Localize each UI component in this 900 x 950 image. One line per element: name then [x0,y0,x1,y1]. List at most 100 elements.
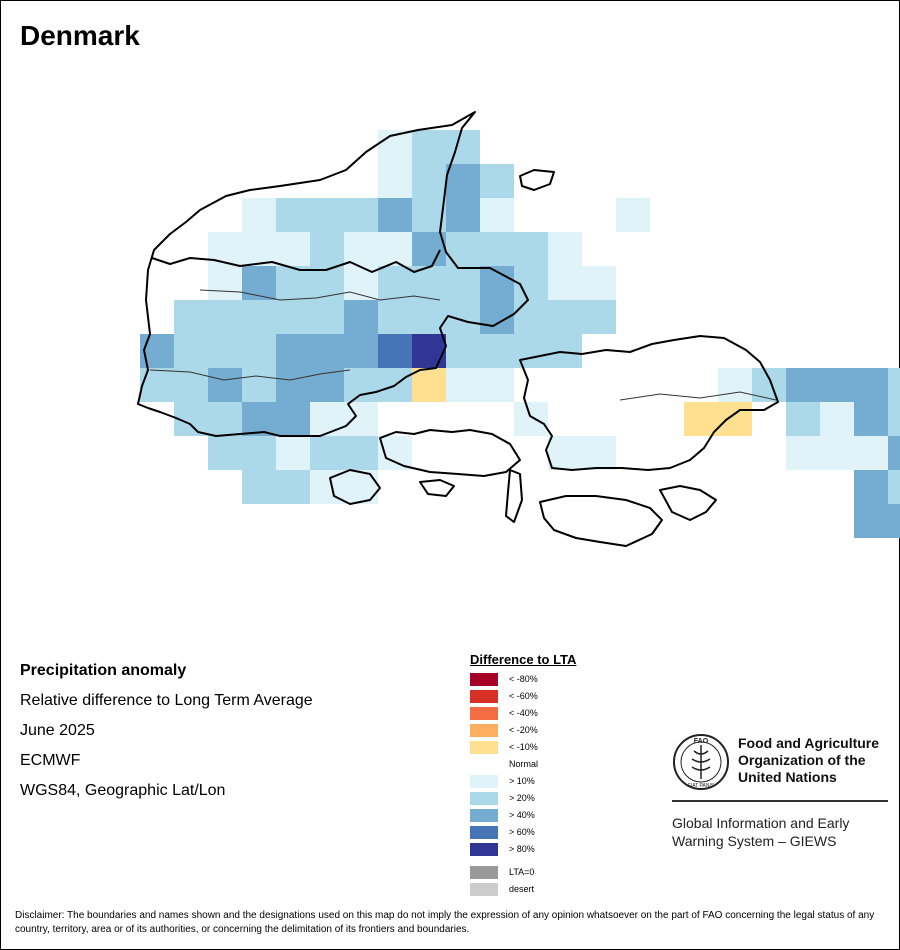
anomaly-cell [310,402,344,436]
anomaly-map [137,111,900,547]
anomaly-grid [140,130,900,538]
legend-item: > 10% [470,773,576,790]
legend-title: Difference to LTA [470,652,577,667]
anomaly-cell [242,198,276,232]
anomaly-cell [786,436,820,470]
fao-logo: FAO FIAT PANIS [673,734,729,790]
anomaly-cell [446,232,480,266]
legend-item: < -20% [470,722,576,739]
anomaly-cell [854,402,888,436]
map-projection: WGS84, Geographic Lat/Lon [20,782,226,799]
legend-swatch [470,843,498,856]
legend-label: < -40% [509,708,538,718]
anomaly-cell [718,402,752,436]
legend-item: < -60% [470,688,576,705]
anomaly-cell [786,368,820,402]
anomaly-cell [242,436,276,470]
legend-label: > 20% [509,793,535,803]
anomaly-cell [888,402,900,436]
anomaly-cell [174,334,208,368]
anomaly-cell [242,402,276,436]
anomaly-cell [514,402,548,436]
anomaly-cell [412,368,446,402]
anomaly-cell [242,266,276,300]
legend-label: > 10% [509,776,535,786]
legend-item: < -40% [470,705,576,722]
fao-name-line1: Food and Agriculture [738,735,880,751]
legend-swatch [470,809,498,822]
legend-swatch [470,673,498,686]
legend-label: Normal [509,759,539,769]
zealand-coastline [519,335,779,471]
anomaly-cell [854,436,888,470]
giews-line1: Global Information and Early [672,815,850,831]
fao-name-line2: Organization of the [738,752,866,768]
anomaly-cell [276,300,310,334]
langeland-coastline [505,469,523,523]
legend-item: > 80% [470,841,576,858]
anomaly-cell [276,198,310,232]
anomaly-cell [276,334,310,368]
anomaly-cell [548,334,582,368]
anomaly-cell [378,300,412,334]
fao-divider [672,800,888,802]
anomaly-cell [242,368,276,402]
limfjord [151,249,441,273]
anomaly-cell [514,300,548,334]
anomaly-cell [514,232,548,266]
anomaly-cell [378,232,412,266]
legend-swatch [470,707,498,720]
anomaly-cell [820,402,854,436]
anomaly-cell [310,368,344,402]
anomaly-cell [378,164,412,198]
fao-logo-text: FAO [694,738,709,745]
legend-swatch [470,724,498,737]
anomaly-cell [446,334,480,368]
anomaly-cell [344,334,378,368]
anomaly-cell [242,470,276,504]
south-islands-coastline [659,485,717,521]
legend-item: > 40% [470,807,576,824]
anomaly-cell [412,130,446,164]
lolland-coastline [539,495,663,547]
legend-item: < -80% [470,671,576,688]
fao-name-line3: United Nations [738,769,837,785]
anomaly-cell [480,334,514,368]
anomaly-cell [888,470,900,504]
anomaly-cell [310,334,344,368]
legend-label: > 40% [509,810,535,820]
anomaly-cell [208,436,242,470]
anomaly-cell [480,232,514,266]
anomaly-cell [208,368,242,402]
anomaly-cell [582,436,616,470]
anomaly-cell [378,266,412,300]
anomaly-cell [412,232,446,266]
anomaly-cell [378,198,412,232]
anomaly-cell [276,402,310,436]
anomaly-cell [820,368,854,402]
map-subtitle: Relative difference to Long Term Average [20,692,313,709]
anomaly-cell [208,300,242,334]
legend-swatch [470,775,498,788]
giews-line2: Warning System – GIEWS [672,833,837,849]
anomaly-cell [344,436,378,470]
anomaly-cell [582,300,616,334]
anomaly-cell [446,266,480,300]
anomaly-cell [412,164,446,198]
anomaly-cell [310,198,344,232]
aero-coastline [419,479,455,497]
anomaly-cell [378,436,412,470]
anomaly-cell [242,300,276,334]
anomaly-cell [174,368,208,402]
legend-swatch [470,883,498,896]
legend-item: < -10% [470,739,576,756]
legend-label: > 60% [509,827,535,837]
anomaly-cell [514,334,548,368]
admin-boundaries [149,289,777,401]
anomaly-cell [582,266,616,300]
anomaly-cell [480,368,514,402]
legend-extra-rows: LTA=0 desert [470,864,576,898]
coastline [137,111,779,547]
legend-swatch [470,866,498,879]
anomaly-cell [344,198,378,232]
